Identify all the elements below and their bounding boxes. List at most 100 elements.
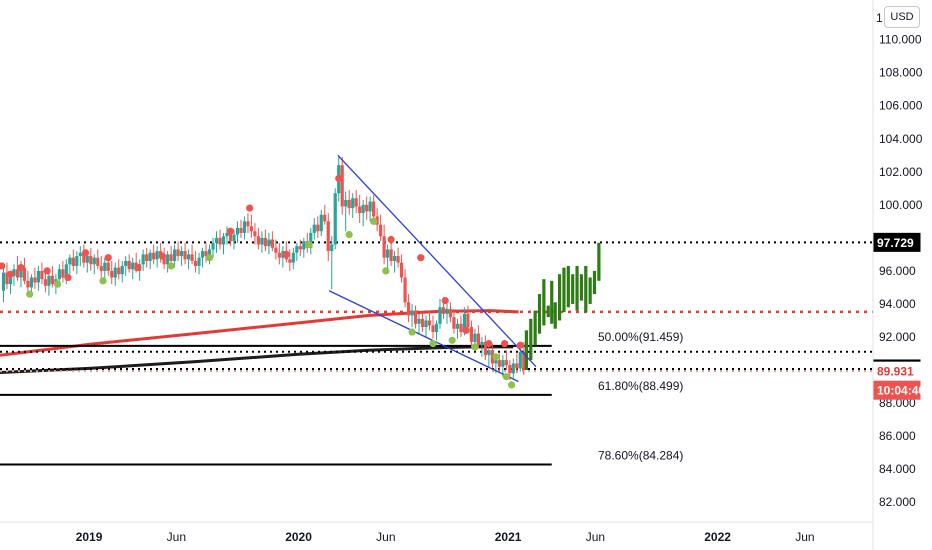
candle-body (96, 257, 100, 266)
x-tick-label: 2021 (495, 530, 522, 544)
candle-body (85, 256, 89, 263)
price-badge-bg (873, 380, 921, 400)
projection-bar (542, 279, 546, 326)
projection-bar (566, 265, 570, 308)
y-tick-label: 108.000 (879, 66, 923, 80)
y-tick-label: 106.000 (879, 99, 923, 113)
candle-body (260, 237, 264, 245)
candle-body (127, 261, 131, 270)
candle-body (309, 232, 313, 248)
wedge-trendline (337, 154, 537, 368)
candle-body (508, 365, 512, 374)
candle-body (162, 257, 166, 265)
projection-bar (592, 270, 597, 295)
candle-body (117, 267, 121, 275)
candle-body (1, 272, 6, 291)
candle-body (445, 308, 449, 314)
buy-signal-dot (99, 277, 107, 285)
candle-body (145, 254, 149, 261)
candle-body (522, 351, 526, 371)
candle-body (298, 246, 302, 250)
candle-body (288, 259, 292, 263)
fib-level-label: 61.80%(88.499) (598, 379, 683, 393)
candle-body (389, 249, 393, 261)
candle-body (12, 269, 16, 276)
candle-body (270, 239, 274, 248)
projection-bar (537, 294, 542, 334)
candle-body (61, 269, 65, 278)
candle-body (330, 244, 334, 252)
time-axis[interactable]: 2019 Jun 2020 Jun 2021 Jun 2022 Jun (76, 530, 815, 544)
candle-body (333, 193, 337, 245)
candle-body (263, 237, 267, 247)
candle-body (173, 249, 177, 261)
y-tick-label: 110.000 (879, 33, 922, 47)
candle-body (228, 232, 233, 242)
candle-body (113, 267, 117, 278)
sell-signal-dot (441, 297, 449, 305)
candle-body (410, 310, 414, 316)
projection-bar (553, 302, 557, 329)
candle-body (326, 221, 330, 252)
currency-button[interactable]: USD (884, 6, 920, 28)
candle-body (33, 277, 37, 283)
wedge-trendline (328, 290, 519, 383)
y-tick-label: 102.000 (879, 165, 923, 179)
sell-signal-dot (17, 264, 25, 272)
candle-body (372, 201, 376, 217)
price-badge: 89.931 (873, 361, 921, 381)
sell-signal-dot (462, 326, 470, 334)
candle-body (57, 269, 61, 280)
candle-body (469, 327, 474, 342)
candle-body (106, 262, 110, 271)
buy-signal-dot (492, 353, 500, 361)
sell-signal-dot (0, 262, 6, 270)
candle-body (92, 257, 96, 265)
projection-bar (575, 265, 579, 311)
candle-body (295, 246, 299, 253)
sell-signal-dot (282, 250, 290, 258)
sell-signal-dot (387, 235, 395, 244)
buy-signal-dot (370, 217, 378, 225)
candle-body (15, 269, 20, 278)
sell-signal-dot (226, 227, 235, 235)
candle-body (47, 275, 51, 286)
candle-body (242, 221, 247, 233)
buy-signal-dot (408, 328, 416, 336)
sell-signal-dot (417, 254, 425, 262)
candle-body (340, 165, 344, 207)
price-axis[interactable]: 82.00084.00086.00088.00090.00092.00094.0… (876, 11, 923, 509)
candle-body (183, 251, 187, 260)
projection-bar (584, 265, 588, 313)
candle-body (483, 341, 487, 356)
candle-body (225, 232, 229, 237)
y-tick-label: 100.000 (879, 198, 923, 212)
candle-body (501, 360, 505, 367)
candle-body (89, 256, 93, 265)
candle-body (434, 323, 439, 333)
price-badge-label: 10:04:40 (877, 384, 925, 398)
candle-body (312, 224, 316, 233)
buy-signal-dot (502, 373, 510, 381)
candle-body (186, 254, 191, 260)
candle-body (386, 249, 390, 258)
price-badge: 97.729 (873, 232, 921, 252)
candle-body (403, 277, 407, 303)
x-tick-label: Jun (167, 530, 186, 544)
candle-body (78, 252, 82, 257)
candle-body (417, 318, 421, 324)
candle-body (316, 224, 320, 232)
price-badge-bg (873, 361, 921, 381)
candle-body (176, 249, 180, 257)
y-tick-label: 96.000 (879, 264, 916, 278)
candle-body (399, 262, 404, 278)
candle-body (291, 252, 295, 263)
candle-body (99, 265, 103, 271)
candle-body (131, 262, 135, 270)
sell-signal-dot (485, 339, 493, 348)
candle-body (82, 252, 86, 263)
buy-signal-dot (205, 254, 214, 262)
candle-body (214, 237, 219, 243)
buy-signal-dot (507, 381, 516, 389)
